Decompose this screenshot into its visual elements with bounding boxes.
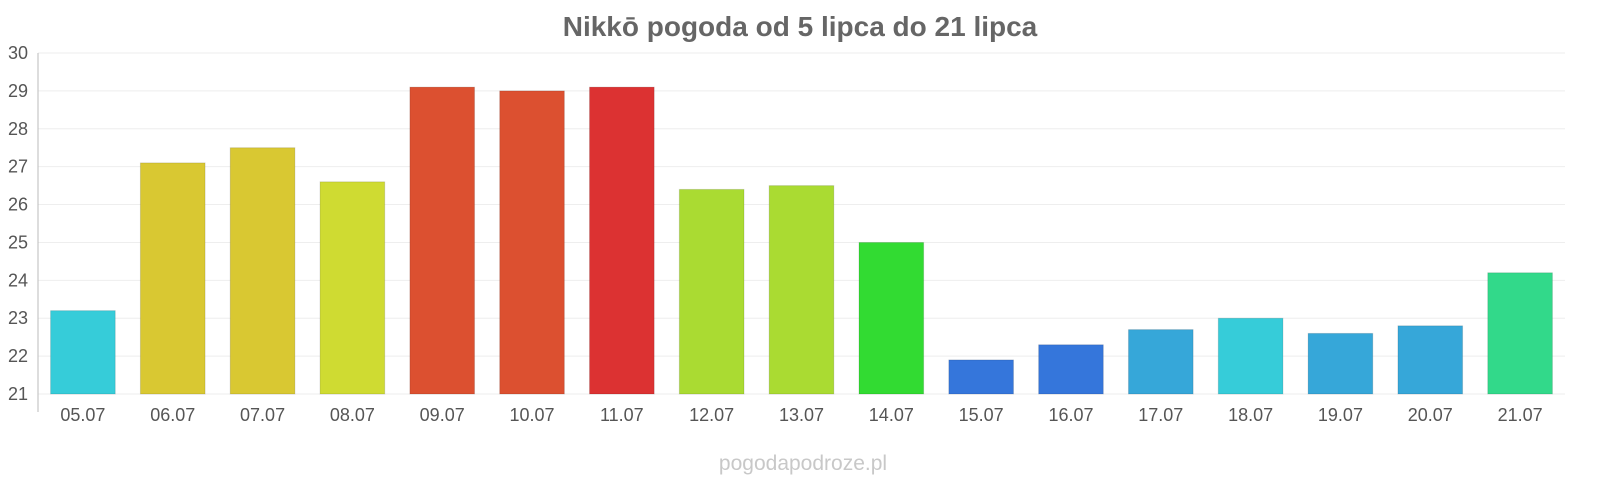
x-tick-label: 12.07 (689, 405, 734, 425)
y-tick-label: 25 (8, 232, 28, 252)
x-tick-label: 13.07 (779, 405, 824, 425)
x-tick-label: 15.07 (959, 405, 1004, 425)
y-tick-label: 30 (8, 43, 28, 63)
y-axis-tick-labels: 21 22 23 24 25 26 27 28 29 30 (8, 43, 28, 404)
x-tick-label: 21.07 (1498, 405, 1543, 425)
y-tick-label: 24 (8, 270, 28, 290)
bar-06.07 (139, 162, 206, 395)
bar-16.07 (1038, 344, 1104, 395)
x-tick-label: 05.07 (60, 405, 105, 425)
bar-05.07 (50, 310, 116, 395)
x-tick-label: 17.07 (1138, 405, 1183, 425)
chart-title: Nikkō pogoda od 5 lipca do 21 lipca (563, 11, 1038, 42)
bar-18.07 (1217, 317, 1284, 395)
x-tick-label: 10.07 (510, 405, 555, 425)
y-tick-label: 28 (8, 119, 28, 139)
x-tick-label: 06.07 (150, 405, 195, 425)
bar-10.07 (499, 90, 565, 395)
x-tick-label: 09.07 (420, 405, 465, 425)
x-tick-label: 07.07 (240, 405, 285, 425)
bar-09.07 (409, 86, 476, 395)
y-tick-label: 23 (8, 308, 28, 328)
bars (50, 86, 1553, 395)
x-tick-label: 20.07 (1408, 405, 1453, 425)
x-tick-label: 11.07 (600, 405, 644, 425)
x-tick-label: 18.07 (1228, 405, 1273, 425)
x-tick-label: 14.07 (869, 405, 914, 425)
bar-13.07 (768, 185, 835, 395)
x-tick-label: 19.07 (1318, 405, 1363, 425)
bar-14.07 (858, 241, 925, 395)
y-tick-label: 26 (8, 195, 28, 215)
watermark: pogodapodroze.pl (719, 452, 887, 475)
bar-21.07 (1487, 272, 1553, 395)
bar-19.07 (1307, 332, 1374, 395)
bar-12.07 (678, 188, 745, 395)
y-tick-label: 27 (8, 157, 28, 177)
bar-08.07 (319, 181, 386, 395)
y-tick-label: 21 (8, 384, 28, 404)
bar-17.07 (1127, 329, 1194, 395)
x-axis-tick-labels: 05.07 06.07 07.07 08.07 09.07 10.07 11.07 12.07… (60, 405, 1542, 425)
bar-11.07 (589, 86, 655, 395)
bar-15.07 (948, 359, 1014, 395)
x-tick-label: 08.07 (330, 405, 375, 425)
bar-20.07 (1397, 325, 1464, 395)
y-tick-label: 22 (8, 346, 28, 366)
bar-07.07 (229, 147, 296, 395)
y-tick-label: 29 (8, 81, 28, 101)
x-tick-label: 16.07 (1048, 405, 1093, 425)
